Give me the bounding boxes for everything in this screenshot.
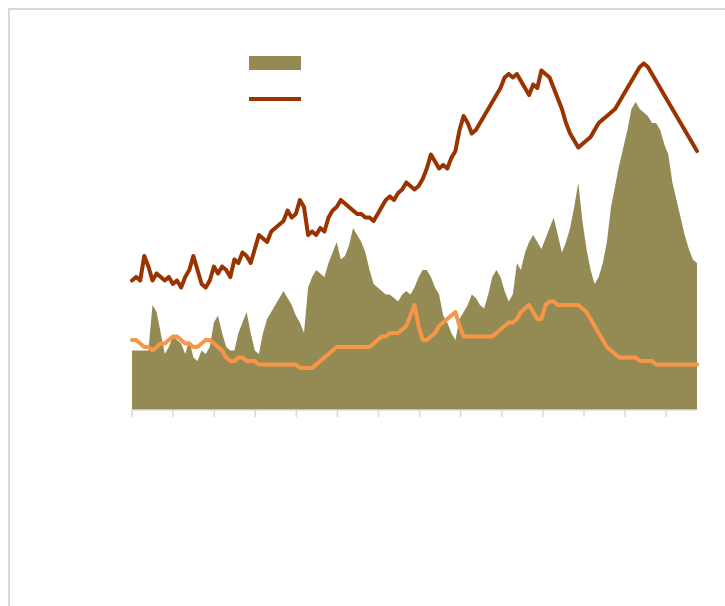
series-area-0 bbox=[132, 102, 697, 410]
series-line-2 bbox=[130, 299, 699, 370]
x-axis bbox=[131, 409, 697, 417]
plot-area bbox=[130, 61, 699, 410]
legend-swatch-area bbox=[249, 56, 301, 70]
legend bbox=[249, 56, 301, 101]
series-line-1 bbox=[130, 61, 699, 290]
